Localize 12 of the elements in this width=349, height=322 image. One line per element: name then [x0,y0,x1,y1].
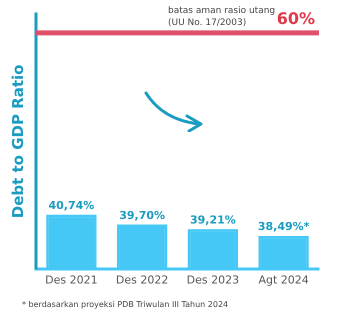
data-label: 39,70% [119,208,166,222]
x-tick-label: Des 2022 [116,273,168,286]
text: * berdasarkan proyeksi PDB Triwulan III Tahun 2024 [22,300,228,309]
data-label: 38,49%* [258,220,310,234]
data-label: 40,74% [48,198,94,212]
x-tick-label: Des 2023 [186,273,240,286]
data-label: 39,21% [190,213,236,226]
annotation: 60% [276,8,315,28]
x-tick-label: Agt 2024 [258,273,309,286]
y-axis-title: Debt to GDP Ratio [8,64,27,218]
ref-line-label: batas aman rasio utang (UU No. 17/2003) [168,6,276,28]
x-tick-label: Des 2021 [45,273,98,286]
